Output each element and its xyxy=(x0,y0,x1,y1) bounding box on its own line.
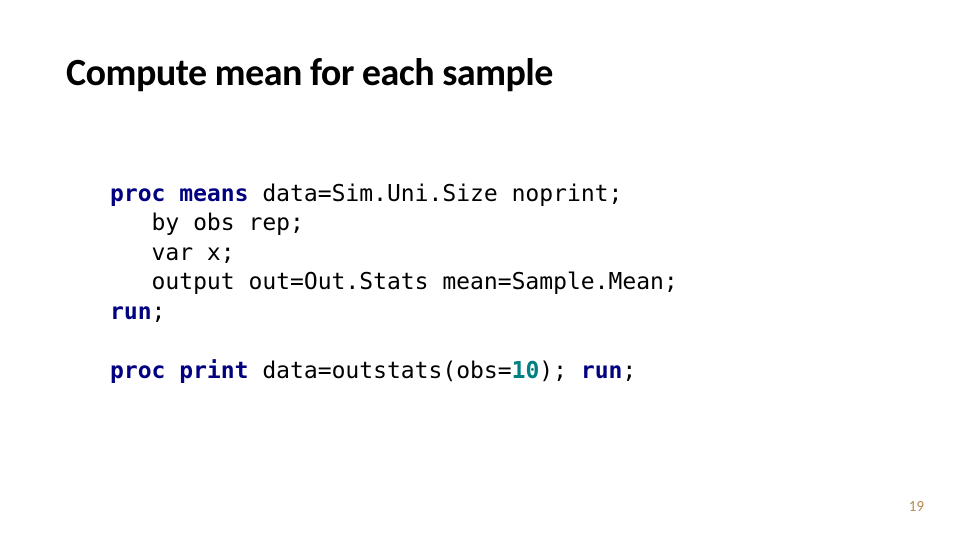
code-keyword: run xyxy=(581,358,623,384)
code-number: 10 xyxy=(512,358,540,384)
code-keyword: proc means xyxy=(110,181,248,207)
code-text: ); xyxy=(539,358,581,384)
code-text: ; xyxy=(622,358,636,384)
slide: Compute mean for each sample proc means … xyxy=(0,0,960,540)
slide-title: Compute mean for each sample xyxy=(66,50,553,96)
code-keyword: run xyxy=(110,299,152,325)
code-keyword: proc print xyxy=(110,358,248,384)
code-text: data=Sim.Uni.Size noprint; xyxy=(248,181,622,207)
code-text: ; xyxy=(152,299,166,325)
code-text: data=outstats(obs= xyxy=(248,358,511,384)
code-block: proc means data=Sim.Uni.Size noprint; by… xyxy=(110,180,678,386)
page-number: 19 xyxy=(909,498,924,516)
code-text: by obs rep; xyxy=(110,210,304,236)
code-text: var x; xyxy=(110,240,235,266)
code-text: output out=Out.Stats mean=Sample.Mean; xyxy=(110,269,678,295)
